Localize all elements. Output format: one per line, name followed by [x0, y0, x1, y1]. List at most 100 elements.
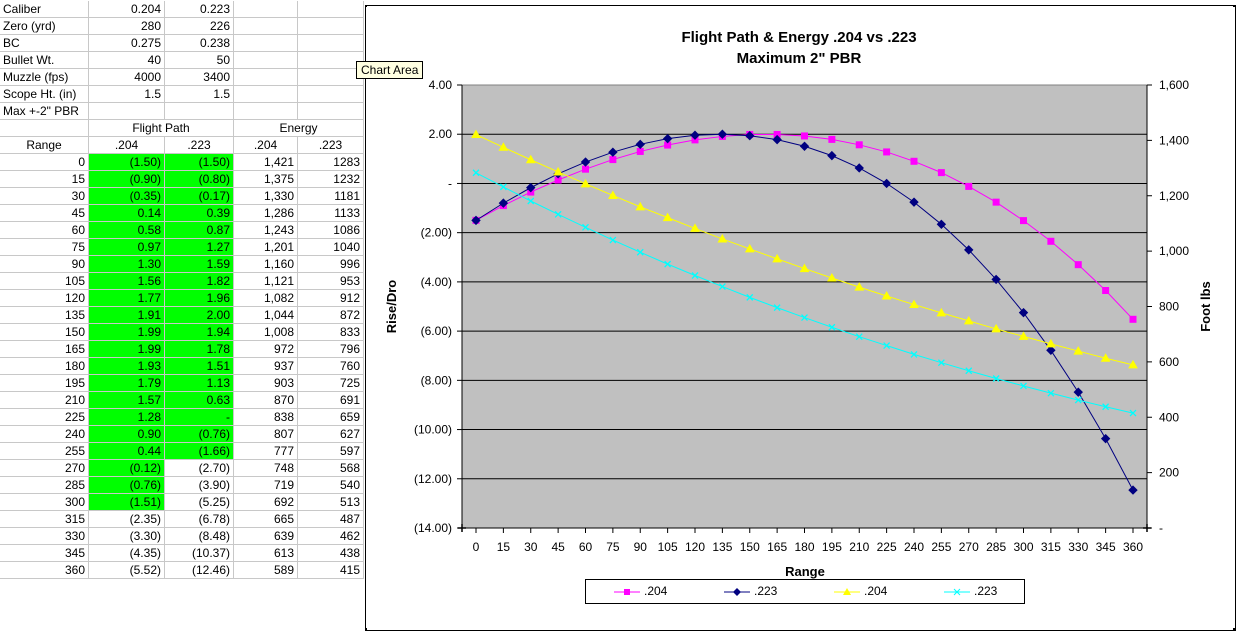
range-cell[interactable]: 345	[0, 545, 89, 562]
flight-path-223-cell[interactable]: (8.48)	[165, 528, 234, 545]
flight-path-223-cell[interactable]: 1.51	[165, 358, 234, 375]
flight-path-header[interactable]: Flight Path	[89, 120, 234, 137]
flight-path-204-cell[interactable]: 1.77	[89, 290, 165, 307]
energy-223-cell[interactable]: 540	[298, 477, 364, 494]
empty-cell[interactable]	[298, 69, 364, 86]
flight-path-223-cell[interactable]: (1.66)	[165, 443, 234, 460]
flight-path-223-cell[interactable]: (5.25)	[165, 494, 234, 511]
flight-path-223-cell[interactable]: -	[165, 409, 234, 426]
param-value-204[interactable]: 0.275	[89, 35, 165, 52]
energy-header[interactable]: Energy	[234, 120, 364, 137]
flight-path-223-cell[interactable]: 0.39	[165, 205, 234, 222]
empty-cell[interactable]	[234, 1, 298, 18]
energy-204-cell[interactable]: 1,375	[234, 171, 298, 188]
energy-223-cell[interactable]: 912	[298, 290, 364, 307]
flight-path-223-cell[interactable]: (10.37)	[165, 545, 234, 562]
flight-path-204-cell[interactable]: (1.50)	[89, 154, 165, 171]
empty-cell[interactable]	[234, 86, 298, 103]
flight-path-223-cell[interactable]: 1.96	[165, 290, 234, 307]
empty-cell[interactable]	[234, 52, 298, 69]
flight-path-223-cell[interactable]: 0.63	[165, 392, 234, 409]
flight-path-223-cell[interactable]: (12.46)	[165, 562, 234, 579]
flight-path-204-cell[interactable]: 1.57	[89, 392, 165, 409]
flight-path-223-cell[interactable]: 2.00	[165, 307, 234, 324]
param-value-204[interactable]: 0.204	[89, 1, 165, 18]
param-label[interactable]: Zero (yrd)	[0, 18, 89, 35]
energy-223-cell[interactable]: 691	[298, 392, 364, 409]
range-cell[interactable]: 270	[0, 460, 89, 477]
range-cell[interactable]: 30	[0, 188, 89, 205]
energy-223-cell[interactable]: 1232	[298, 171, 364, 188]
energy-223-cell[interactable]: 487	[298, 511, 364, 528]
flight-path-223-cell[interactable]: 1.13	[165, 375, 234, 392]
range-cell[interactable]: 120	[0, 290, 89, 307]
range-cell[interactable]: 210	[0, 392, 89, 409]
empty-cell[interactable]	[234, 18, 298, 35]
param-value-204[interactable]: 4000	[89, 69, 165, 86]
flight-path-223-cell[interactable]: 1.94	[165, 324, 234, 341]
flight-path-204-cell[interactable]: (0.76)	[89, 477, 165, 494]
energy-223-cell[interactable]: 462	[298, 528, 364, 545]
empty-cell[interactable]	[89, 103, 165, 120]
param-value-223[interactable]: 1.5	[165, 86, 234, 103]
energy-204-cell[interactable]: 692	[234, 494, 298, 511]
flight-path-223-cell[interactable]: (2.70)	[165, 460, 234, 477]
chart-area[interactable]: 4.00 2.00 - (2.00) (4.00) (6.00) (8.00) (10.00)…	[365, 5, 1236, 631]
range-cell[interactable]: 255	[0, 443, 89, 460]
empty-cell[interactable]	[298, 1, 364, 18]
range-cell[interactable]: 240	[0, 426, 89, 443]
flight-path-204-cell[interactable]: 0.44	[89, 443, 165, 460]
flight-path-204-cell[interactable]: 1.99	[89, 341, 165, 358]
range-cell[interactable]: 45	[0, 205, 89, 222]
flight-path-223-header[interactable]: .223	[165, 137, 234, 154]
range-cell[interactable]: 0	[0, 154, 89, 171]
range-cell[interactable]: 330	[0, 528, 89, 545]
energy-204-cell[interactable]: 972	[234, 341, 298, 358]
energy-223-cell[interactable]: 659	[298, 409, 364, 426]
empty-cell[interactable]	[298, 103, 364, 120]
energy-223-cell[interactable]: 1086	[298, 222, 364, 239]
range-cell[interactable]: 165	[0, 341, 89, 358]
energy-223-cell[interactable]: 996	[298, 256, 364, 273]
flight-path-204-cell[interactable]: 1.56	[89, 273, 165, 290]
energy-223-header[interactable]: .223	[298, 137, 364, 154]
flight-path-204-cell[interactable]: 1.99	[89, 324, 165, 341]
param-value-223[interactable]: 50	[165, 52, 234, 69]
empty-cell[interactable]	[0, 120, 89, 137]
flight-path-223-cell[interactable]: (3.90)	[165, 477, 234, 494]
param-label[interactable]: BC	[0, 35, 89, 52]
energy-204-cell[interactable]: 807	[234, 426, 298, 443]
param-value-204[interactable]: 40	[89, 52, 165, 69]
param-value-223[interactable]: 0.223	[165, 1, 234, 18]
flight-path-223-cell[interactable]: 0.87	[165, 222, 234, 239]
energy-204-cell[interactable]: 1,008	[234, 324, 298, 341]
empty-cell[interactable]	[298, 18, 364, 35]
flight-path-204-cell[interactable]: (2.35)	[89, 511, 165, 528]
energy-204-cell[interactable]: 665	[234, 511, 298, 528]
range-cell[interactable]: 195	[0, 375, 89, 392]
param-value-204[interactable]: 280	[89, 18, 165, 35]
flight-path-204-cell[interactable]: 1.30	[89, 256, 165, 273]
range-cell[interactable]: 135	[0, 307, 89, 324]
flight-path-223-cell[interactable]: 1.59	[165, 256, 234, 273]
energy-223-cell[interactable]: 627	[298, 426, 364, 443]
pbr-note[interactable]: Max +-2" PBR	[0, 103, 89, 120]
energy-223-cell[interactable]: 725	[298, 375, 364, 392]
energy-204-cell[interactable]: 903	[234, 375, 298, 392]
energy-223-cell[interactable]: 513	[298, 494, 364, 511]
flight-path-204-cell[interactable]: (3.30)	[89, 528, 165, 545]
energy-223-cell[interactable]: 872	[298, 307, 364, 324]
energy-223-cell[interactable]: 1133	[298, 205, 364, 222]
energy-204-cell[interactable]: 777	[234, 443, 298, 460]
chart-legend[interactable]: .204 .223 .204 .223	[585, 579, 1025, 604]
range-cell[interactable]: 225	[0, 409, 89, 426]
chart-svg[interactable]: 4.00 2.00 - (2.00) (4.00) (6.00) (8.00) (10.00)…	[365, 5, 1236, 631]
energy-204-cell[interactable]: 1,286	[234, 205, 298, 222]
energy-204-cell[interactable]: 1,082	[234, 290, 298, 307]
energy-204-cell[interactable]: 937	[234, 358, 298, 375]
flight-path-204-cell[interactable]: 1.79	[89, 375, 165, 392]
energy-223-cell[interactable]: 953	[298, 273, 364, 290]
energy-223-cell[interactable]: 415	[298, 562, 364, 579]
param-value-223[interactable]: 3400	[165, 69, 234, 86]
flight-path-204-cell[interactable]: 0.90	[89, 426, 165, 443]
